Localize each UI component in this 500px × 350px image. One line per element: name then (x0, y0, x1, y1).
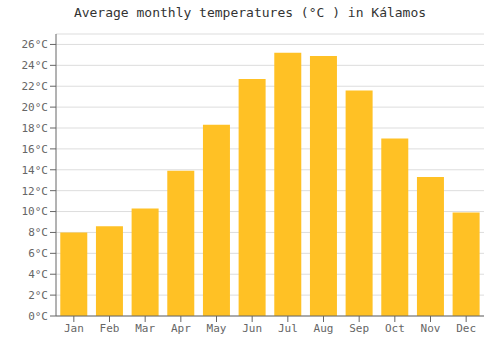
svg-text:20°C: 20°C (22, 101, 49, 114)
svg-text:18°C: 18°C (22, 122, 49, 135)
svg-text:10°C: 10°C (22, 205, 49, 218)
svg-text:Jan: Jan (64, 322, 84, 335)
svg-text:May: May (207, 322, 227, 335)
svg-text:Aug: Aug (314, 322, 334, 335)
svg-text:8°C: 8°C (28, 226, 48, 239)
svg-text:Mar: Mar (135, 322, 155, 335)
svg-text:16°C: 16°C (22, 143, 49, 156)
svg-text:24°C: 24°C (22, 59, 49, 72)
svg-text:Oct: Oct (385, 322, 405, 335)
svg-text:Dec: Dec (456, 322, 476, 335)
svg-text:4°C: 4°C (28, 268, 48, 281)
svg-text:Jul: Jul (278, 322, 298, 335)
svg-text:Apr: Apr (171, 322, 191, 335)
svg-text:22°C: 22°C (22, 80, 49, 93)
svg-text:Sep: Sep (349, 322, 369, 335)
svg-text:12°C: 12°C (22, 185, 49, 198)
svg-text:14°C: 14°C (22, 164, 49, 177)
html-text:Average monthly temperatures (: Average monthly temperatures (°C ) in Ká… (73, 5, 427, 20)
svg-text:Jun: Jun (242, 322, 262, 335)
svg-text:0°C: 0°C (28, 310, 48, 323)
svg-text:6°C: 6°C (28, 247, 48, 260)
svg-text:26°C: 26°C (22, 38, 49, 51)
svg-text:Feb: Feb (100, 322, 120, 335)
svg-text:Nov: Nov (421, 322, 441, 335)
svg-text:2°C: 2°C (28, 289, 48, 302)
